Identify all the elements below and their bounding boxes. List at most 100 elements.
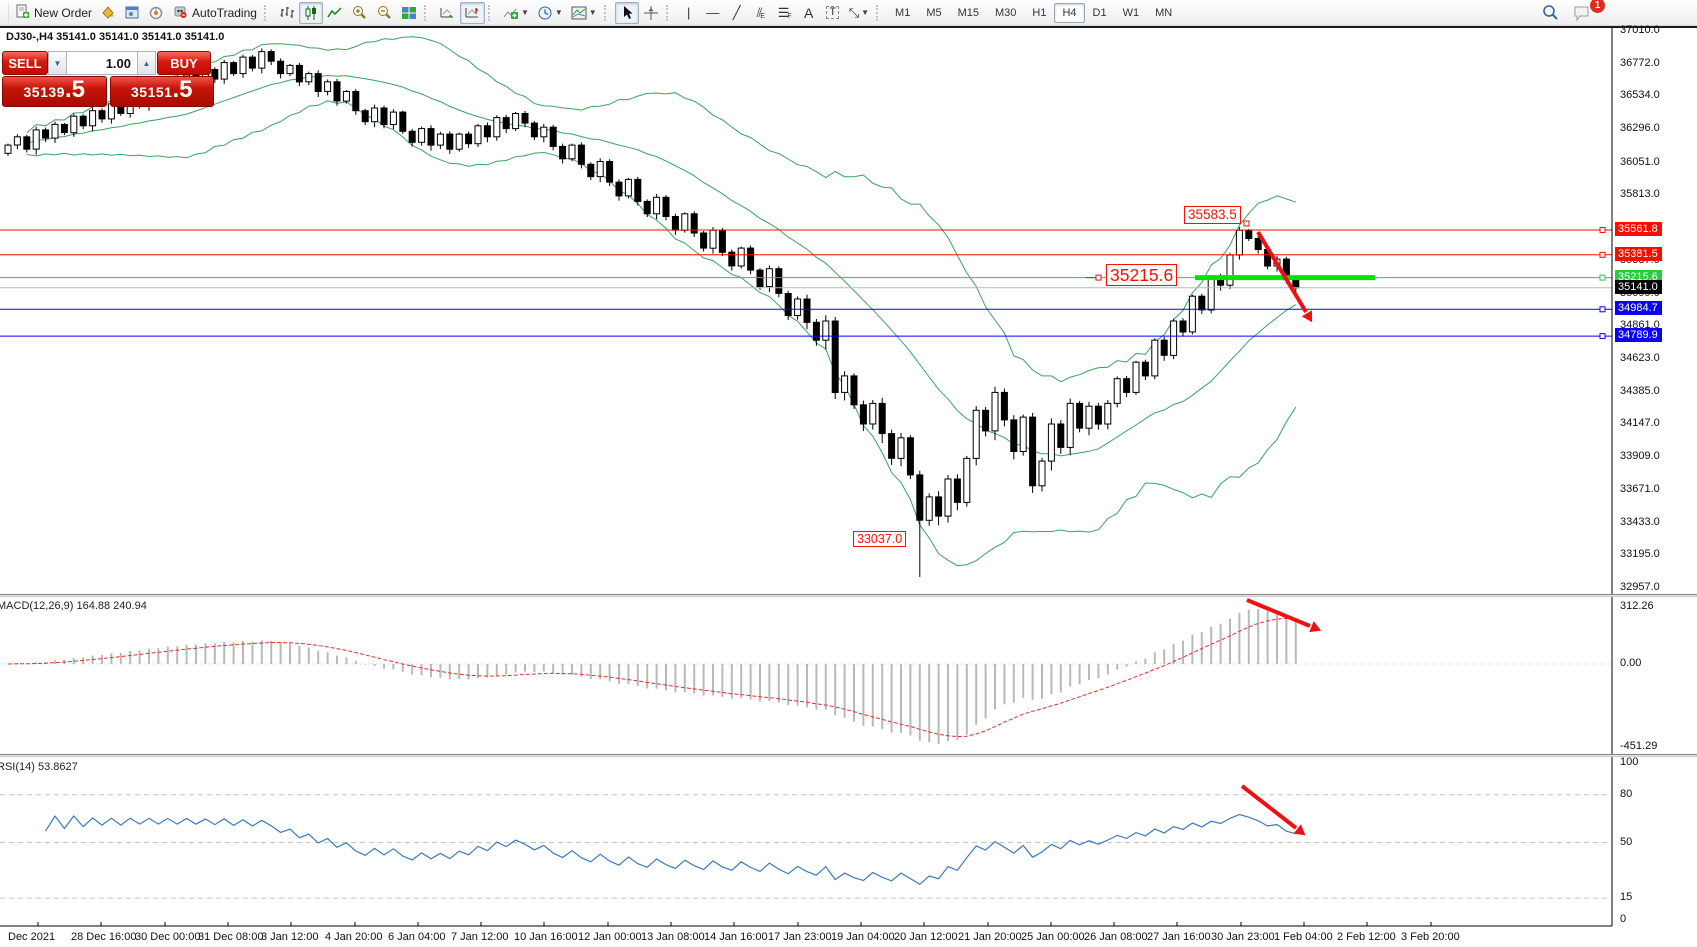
candle-body — [718, 229, 726, 253]
arrows-button[interactable]: ⤡ ▼ — [848, 5, 870, 20]
candle-body — [267, 51, 275, 62]
date-axis-label: 19 Jan 04:00 — [831, 931, 895, 943]
timeframe-m15[interactable]: M15 — [957, 6, 980, 19]
line-chart-icon[interactable] — [323, 2, 347, 24]
annotation-swing-low[interactable]: 33037.0 — [853, 531, 907, 548]
macd-signal-line — [7, 617, 1296, 738]
panel-separator[interactable] — [0, 594, 1697, 597]
new-order-button[interactable]: New Order — [11, 2, 96, 24]
zoom-out-icon[interactable] — [372, 2, 397, 24]
text-icon[interactable]: A — [804, 4, 814, 21]
line-anchor-handle[interactable] — [1599, 306, 1606, 313]
timeframe-d1[interactable]: D1 — [1092, 6, 1107, 19]
macd-axis-label: -451.29 — [1620, 740, 1658, 752]
price-axis-tick: 34623.0 — [1620, 352, 1660, 364]
timeframe-h4[interactable]: H4 — [1054, 2, 1085, 23]
rsi-indicator-label: RSI(14) 53.8627 — [0, 761, 78, 773]
candle-body — [878, 402, 886, 435]
new-order-label: New Order — [34, 5, 93, 20]
auto-scroll-icon[interactable] — [435, 2, 460, 24]
fibonacci-icon[interactable]: ☰ F — [777, 5, 792, 20]
crosshair-icon[interactable] — [639, 2, 663, 24]
line-anchor-handle[interactable] — [1599, 251, 1606, 258]
window-border — [0, 26, 1697, 28]
text-label-icon[interactable]: T — [821, 2, 845, 24]
vertical-line-icon[interactable]: | — [687, 5, 691, 20]
chart-plot-area[interactable] — [0, 28, 1613, 927]
candle-body — [465, 133, 473, 145]
equidistant-channel-icon[interactable]: ⫽ E — [756, 5, 765, 20]
bid-price[interactable]: 35139.5 — [2, 76, 107, 107]
zoom-in-icon[interactable] — [347, 2, 372, 24]
candle-body — [803, 298, 811, 323]
macd-down-arrow[interactable] — [1246, 598, 1311, 628]
terminal-icon[interactable] — [120, 2, 144, 24]
date-axis-label: 30 Jan 23:00 — [1211, 931, 1275, 943]
candle-body — [671, 216, 679, 231]
autotrading-button[interactable]: AutoTrading — [168, 2, 261, 24]
signals-icon[interactable] — [144, 2, 168, 24]
styles-bucket-icon[interactable] — [96, 2, 120, 24]
candle-body — [286, 64, 294, 75]
sell-button[interactable]: SELL — [2, 51, 48, 75]
candle-body — [1179, 320, 1187, 333]
panel-separator[interactable] — [0, 754, 1697, 757]
search-icon[interactable] — [1537, 2, 1563, 24]
date-axis-label: 28 Dec 16:00 — [71, 931, 137, 943]
tile-windows-icon[interactable] — [397, 2, 421, 24]
volume-input[interactable] — [67, 51, 137, 75]
candle-body — [1057, 423, 1065, 448]
candlestick-chart-icon[interactable] — [298, 1, 323, 24]
candle-body — [794, 298, 802, 316]
timeframe-m30[interactable]: M30 — [995, 6, 1017, 19]
timeframe-m5[interactable]: M5 — [926, 6, 942, 19]
candle-body — [859, 404, 867, 425]
timeframe-w1[interactable]: W1 — [1122, 6, 1140, 19]
indicators-button[interactable]: ▼ — [499, 2, 533, 24]
price-down-arrow[interactable] — [1256, 230, 1308, 314]
rsi-axis-label: 50 — [1620, 836, 1633, 848]
chart-shift-icon[interactable] — [459, 1, 485, 24]
line-anchor-handle[interactable] — [1599, 274, 1606, 281]
price-axis-tick: 33909.0 — [1620, 450, 1660, 462]
candle-body — [747, 247, 755, 271]
new-order-icon — [15, 4, 30, 22]
volume-decrease-button[interactable]: ▼ — [48, 51, 67, 75]
ask-price[interactable]: 35151.5 — [109, 76, 214, 107]
timeframe-mn[interactable]: MN — [1155, 6, 1173, 19]
buy-button[interactable]: BUY — [157, 51, 211, 75]
chat-icon[interactable] — [1569, 2, 1597, 24]
price-tag: 35381.5 — [1615, 247, 1662, 261]
templates-button[interactable]: ▼ — [567, 2, 601, 24]
line-anchor-handle[interactable] — [1599, 227, 1606, 233]
candle-body — [1170, 320, 1178, 356]
notification-badge[interactable]: 1 — [1590, 0, 1605, 13]
periods-button[interactable]: ▼ — [533, 2, 567, 24]
timeframe-h1[interactable]: H1 — [1032, 6, 1047, 19]
volume-increase-button[interactable]: ▲ — [137, 51, 156, 75]
rsi-down-arrow[interactable] — [1240, 784, 1298, 830]
line-anchor-handle[interactable] — [1599, 333, 1606, 340]
candle-body — [1113, 378, 1121, 404]
annotation-swing-high[interactable]: 35583.5 — [1184, 206, 1241, 224]
bar-chart-icon[interactable] — [275, 2, 299, 24]
candle-body — [1226, 254, 1234, 286]
price-tag: 35141.0 — [1615, 280, 1662, 294]
macd-axis-label: 0.00 — [1620, 657, 1642, 669]
annotation-anchor[interactable] — [1095, 274, 1102, 281]
candle-body — [643, 200, 651, 215]
trend-line-icon[interactable]: ╱ — [732, 5, 741, 20]
annotation-anchor[interactable] — [1243, 220, 1250, 227]
candle-body — [399, 111, 407, 132]
candle-body — [361, 110, 369, 123]
candle-body — [991, 391, 999, 432]
cursor-icon[interactable] — [614, 1, 639, 24]
annotation-key-level[interactable]: 35215.6 — [1106, 264, 1178, 287]
candle-body — [418, 128, 426, 143]
price-tag: 34984.7 — [1615, 301, 1662, 315]
timeframe-m1[interactable]: M1 — [895, 6, 911, 19]
candle-body — [380, 107, 388, 125]
horizontal-line-icon[interactable]: — — [706, 5, 720, 20]
date-axis-label: 3 Feb 20:00 — [1401, 931, 1460, 943]
toolbar-right: 1 — [1537, 0, 1697, 24]
